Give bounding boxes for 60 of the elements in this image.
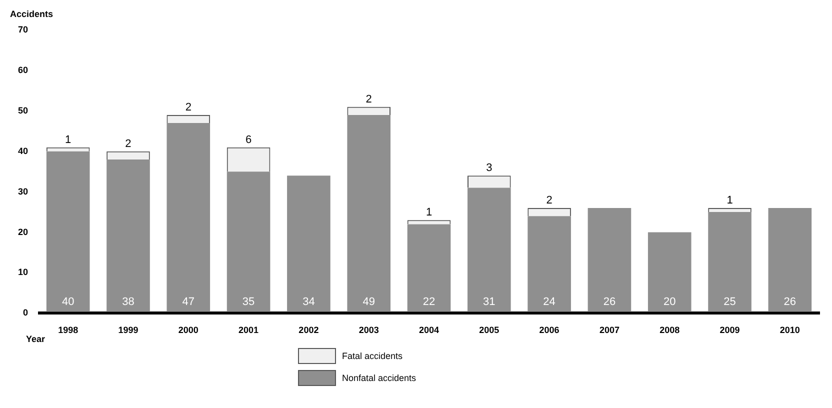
y-tick-label: 50 bbox=[18, 105, 28, 116]
y-tick-label: 60 bbox=[18, 64, 28, 75]
data-label: 25 bbox=[724, 296, 736, 308]
bar bbox=[46, 151, 90, 312]
x-tick-label: 2010 bbox=[780, 325, 800, 336]
data-label: 22 bbox=[422, 296, 436, 308]
data-label: 1 bbox=[726, 194, 733, 207]
data-label: 24 bbox=[543, 296, 556, 308]
y-tick-label: 70 bbox=[18, 24, 28, 34]
y-axis-title: Accidents bbox=[10, 8, 54, 19]
data-label: 2 bbox=[366, 93, 372, 106]
data-label: 26 bbox=[603, 296, 616, 308]
x-tick-label: 2000 bbox=[178, 325, 198, 336]
y-tick-label: 20 bbox=[18, 226, 28, 237]
x-tick-label: 2003 bbox=[358, 325, 379, 336]
y-tick-label: 10 bbox=[18, 267, 28, 278]
x-tick-label: 2008 bbox=[660, 325, 680, 336]
legend-label: Nonfatal accidents bbox=[342, 373, 416, 383]
y-tick-label: 40 bbox=[18, 146, 28, 156]
x-tick-label: 1998 bbox=[58, 325, 78, 336]
x-tick-label: 2005 bbox=[479, 325, 500, 336]
data-label: 2 bbox=[185, 101, 192, 114]
y-tick-label: 0 bbox=[22, 308, 28, 318]
x-tick-label: 2001 bbox=[238, 325, 259, 336]
data-label: 1 bbox=[426, 206, 432, 219]
x-tick-label: 1999 bbox=[118, 325, 138, 336]
bar bbox=[648, 232, 692, 312]
data-label: 2 bbox=[125, 138, 132, 150]
data-label: 38 bbox=[122, 296, 134, 308]
y-tick-label: 30 bbox=[18, 186, 28, 196]
bar bbox=[347, 114, 391, 312]
bar bbox=[708, 212, 752, 312]
data-label: 6 bbox=[245, 134, 252, 146]
data-label: 40 bbox=[62, 296, 74, 308]
data-label: 49 bbox=[362, 296, 375, 308]
bar bbox=[468, 188, 511, 312]
data-label: 20 bbox=[663, 296, 676, 308]
bar bbox=[588, 208, 632, 312]
legend-label: Fatal accidents bbox=[342, 351, 403, 361]
data-label: 1 bbox=[65, 134, 72, 146]
bar bbox=[528, 216, 571, 312]
bar bbox=[106, 159, 150, 312]
bar bbox=[166, 123, 210, 312]
x-tick-label: 2007 bbox=[599, 325, 620, 336]
data-label: 35 bbox=[242, 296, 255, 308]
bar bbox=[407, 224, 451, 312]
data-label: 47 bbox=[182, 296, 195, 308]
bar bbox=[287, 176, 330, 312]
data-label: 34 bbox=[302, 296, 315, 308]
data-label: 2 bbox=[546, 194, 552, 207]
bar bbox=[768, 208, 812, 312]
x-tick-label: 2002 bbox=[298, 325, 319, 336]
data-label: 31 bbox=[483, 296, 496, 308]
bar bbox=[226, 172, 270, 312]
x-axis-title: Year bbox=[26, 334, 46, 344]
data-label: 3 bbox=[486, 162, 492, 174]
x-tick-label: 2009 bbox=[720, 325, 740, 336]
x-tick-label: 2004 bbox=[418, 325, 440, 336]
data-label: 26 bbox=[784, 296, 796, 308]
x-tick-label: 2006 bbox=[539, 325, 560, 336]
